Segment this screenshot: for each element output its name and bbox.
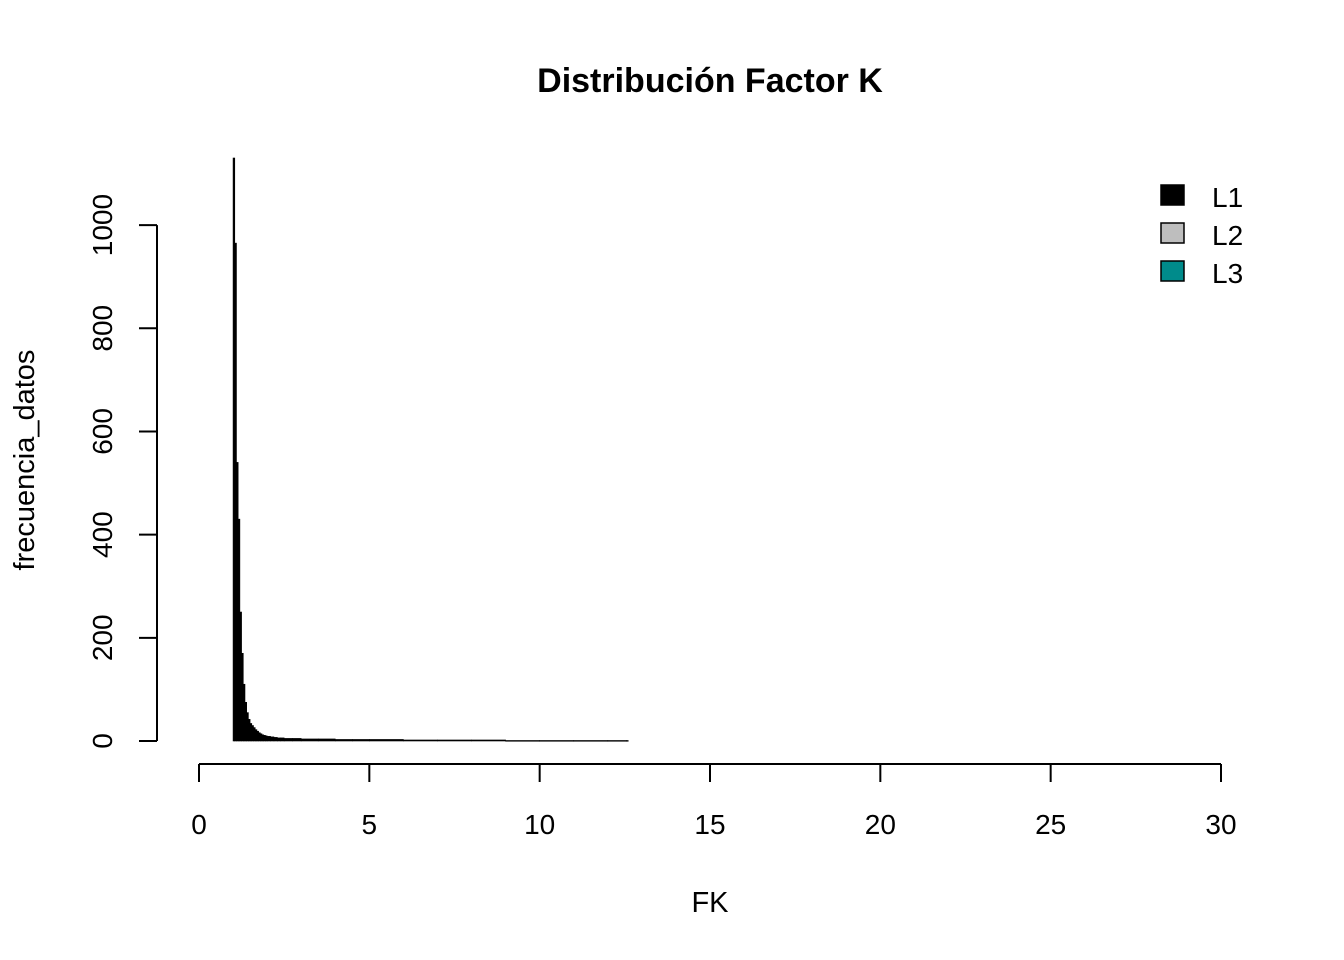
histogram-bar (539, 740, 575, 742)
histogram-bar (292, 738, 302, 742)
histogram-bar (437, 739, 472, 742)
histogram-bar (607, 740, 627, 742)
y-tick-label: 600 (87, 408, 118, 455)
histogram-bar (273, 737, 278, 742)
histogram-bar (266, 736, 271, 742)
legend-swatch (1160, 184, 1185, 206)
legend-label: L3 (1212, 258, 1243, 289)
y-axis-label: frecuencia_datos (9, 350, 41, 571)
x-tick-label: 5 (362, 809, 378, 840)
x-axis-label: FK (691, 887, 729, 919)
legend-label: L2 (1212, 220, 1243, 251)
chart-title: Distribución Factor K (537, 62, 883, 100)
histogram-bar (317, 738, 336, 742)
y-tick-label: 0 (87, 733, 118, 749)
y-tick-label: 1000 (87, 194, 118, 256)
x-axis: 0 5 10 15 20 25 30 (191, 763, 1237, 840)
x-tick-label: 0 (191, 809, 207, 840)
histogram-bar (283, 738, 293, 742)
histogram-bar (270, 736, 275, 742)
legend-label: L1 (1212, 182, 1243, 213)
histogram-bar (334, 739, 353, 742)
x-tick-label: 10 (524, 809, 555, 840)
legend-swatch (1160, 260, 1185, 282)
y-tick-label: 400 (87, 511, 118, 558)
x-tick-label: 15 (694, 809, 725, 840)
x-tick-label: 30 (1205, 809, 1236, 840)
histogram-bar (403, 739, 438, 742)
histogram-bar (300, 738, 319, 742)
histogram-bar (280, 737, 285, 742)
y-tick-label: 800 (87, 305, 118, 352)
histogram-bar (351, 739, 370, 742)
x-tick-label: 20 (865, 809, 896, 840)
bars-group (232, 157, 629, 742)
histogram-bar (505, 740, 540, 742)
legend-swatch (1160, 222, 1185, 244)
histogram-bar (573, 740, 609, 742)
y-axis: 0 200 400 600 800 1000 (87, 194, 158, 749)
x-tick-label: 25 (1035, 809, 1066, 840)
histogram-bar (626, 740, 629, 742)
histogram-bar (277, 737, 282, 742)
y-tick-label: 200 (87, 614, 118, 661)
histogram-bar (471, 739, 506, 742)
legend: L1 L2 L3 (1160, 182, 1243, 289)
histogram-bar (369, 739, 404, 742)
